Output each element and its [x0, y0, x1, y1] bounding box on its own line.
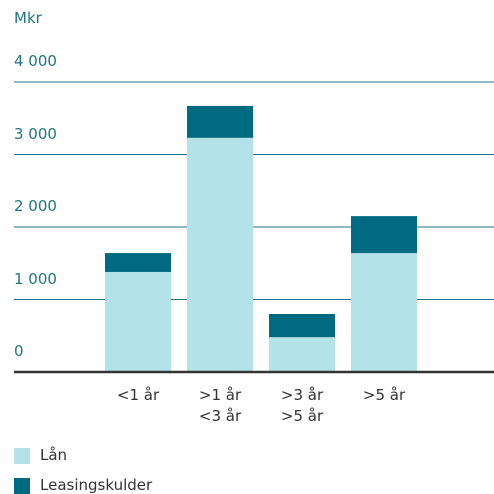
y-tick-label: 3 000 — [14, 124, 57, 143]
y-tick-label: 2 000 — [14, 197, 57, 215]
legend-label: Leasingskulder — [40, 476, 153, 494]
bar-segment — [269, 314, 335, 338]
chart-title: Mkr — [14, 9, 42, 27]
legend-label: Lån — [40, 446, 68, 464]
x-tick-label: >5 år — [362, 386, 406, 404]
bar-segment — [105, 253, 171, 272]
x-tick-label: >1 år <3 år — [198, 386, 242, 425]
y-tick-label: 4 000 — [14, 52, 57, 70]
y-tick-label: 0 — [14, 342, 24, 360]
bar-segment — [187, 137, 253, 372]
legend-swatch — [14, 478, 30, 494]
x-tick-label: <1 år — [116, 386, 160, 404]
bar-segment — [351, 253, 417, 372]
bar-segment — [351, 216, 417, 254]
bar-segment — [105, 271, 171, 372]
legend-swatch — [14, 448, 30, 464]
y-tick-label: 1 000 — [14, 269, 57, 288]
bar-segment — [269, 337, 335, 372]
bar-segment — [187, 105, 253, 138]
x-tick-label: >3 år >5 år — [280, 386, 324, 425]
